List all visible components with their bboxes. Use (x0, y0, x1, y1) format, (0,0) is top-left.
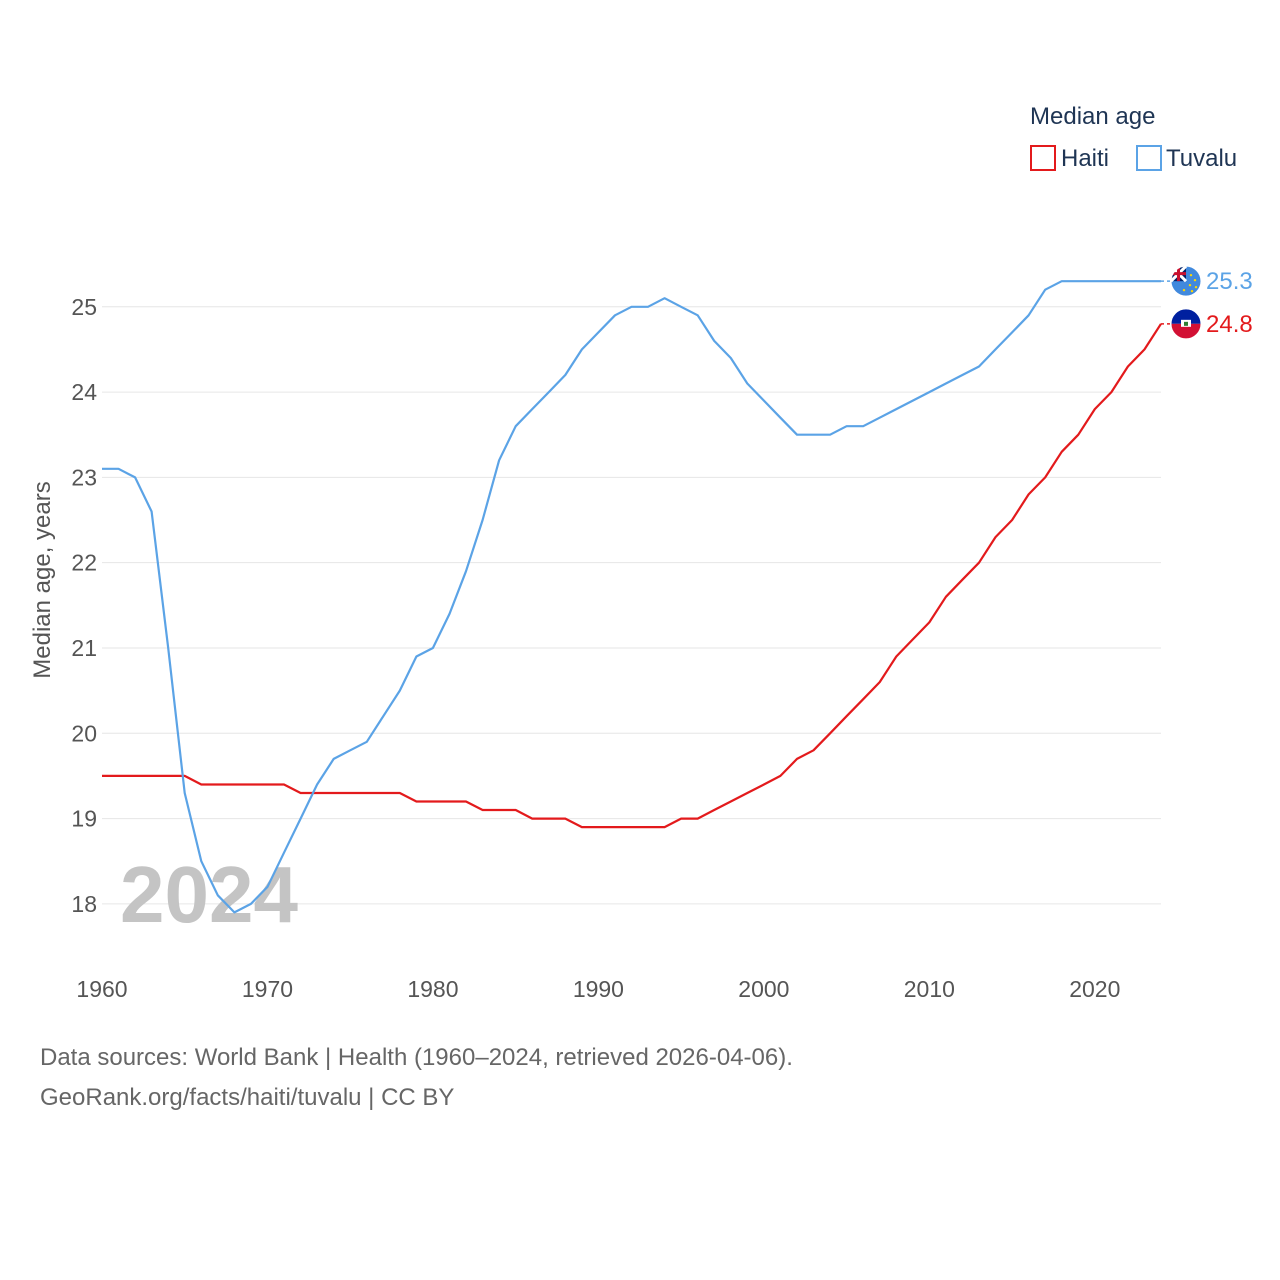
end-markers: 24.8 25.3 (1161, 265, 1253, 340)
x-tick-label-1990: 1990 (573, 976, 624, 1002)
y-tick-label-19: 19 (71, 806, 97, 832)
legend-title: Median age (1030, 103, 1155, 130)
series-line-haiti (102, 323, 1162, 829)
x-tick-label-1960: 1960 (76, 976, 127, 1002)
legend-swatch-tuvalu (1136, 145, 1162, 171)
tuvalu-flag-icon (1170, 265, 1202, 297)
x-tick-label-2020: 2020 (1069, 976, 1120, 1002)
y-tick-label-22: 22 (71, 550, 97, 576)
legend-item-haiti[interactable]: Haiti (1030, 145, 1109, 172)
y-tick-label-20: 20 (71, 720, 97, 746)
x-tick-label-2000: 2000 (738, 976, 789, 1002)
attribution-note: GeoRank.org/facts/haiti/tuvalu | CC BY (40, 1084, 455, 1111)
gridlines (102, 306, 1161, 905)
series-lines (102, 280, 1162, 914)
y-tick-label-25: 25 (71, 294, 97, 320)
y-tick-label-21: 21 (71, 635, 97, 661)
y-tick-label-24: 24 (71, 379, 97, 405)
legend-item-tuvalu[interactable]: Tuvalu (1136, 145, 1237, 172)
x-tick-label-1980: 1980 (407, 976, 458, 1002)
x-axis-ticks: 1960 1970 1980 1990 2000 2010 2020 (76, 976, 1120, 1002)
legend-swatch-haiti (1030, 145, 1056, 171)
legend: Median age Haiti Tuvalu (1030, 103, 1237, 172)
y-tick-label-18: 18 (71, 891, 97, 917)
y-tick-label-23: 23 (71, 464, 97, 490)
y-axis-ticks: 18 19 20 21 22 23 24 25 (71, 294, 97, 917)
end-value-label-haiti: 24.8 (1206, 311, 1253, 338)
year-watermark: 2024 (120, 850, 298, 939)
data-source-note: Data sources: World Bank | Health (1960–… (40, 1044, 793, 1071)
x-tick-label-1970: 1970 (242, 976, 293, 1002)
series-line-tuvalu (102, 280, 1161, 914)
legend-label-tuvalu: Tuvalu (1166, 145, 1237, 172)
legend-label-haiti: Haiti (1061, 145, 1109, 172)
x-tick-label-2010: 2010 (904, 976, 955, 1002)
haiti-flag-icon (1170, 308, 1202, 340)
line-chart: 18 19 20 21 22 23 24 25 1960 1970 1980 1990 2000 201… (29, 103, 1253, 1002)
end-value-label-tuvalu: 25.3 (1206, 268, 1253, 295)
y-axis-title: Median age, years (29, 481, 56, 678)
